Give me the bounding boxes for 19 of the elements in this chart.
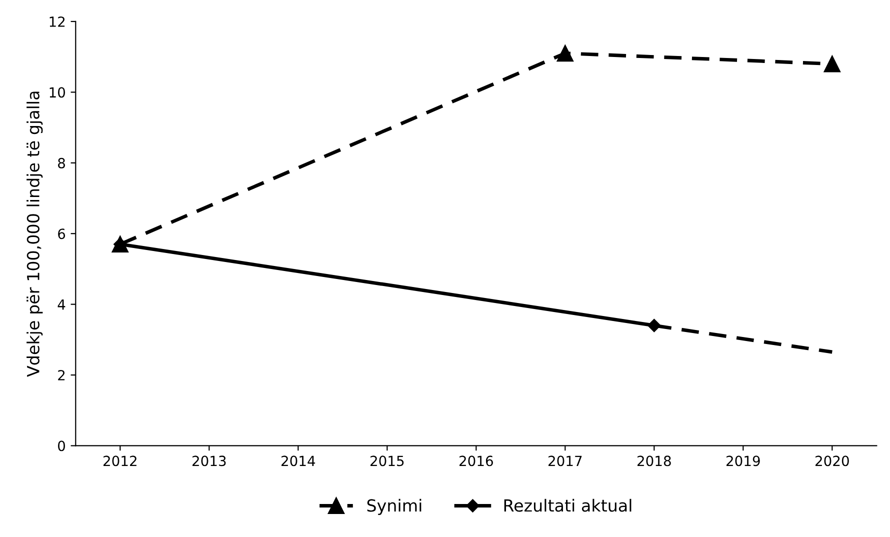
- y-tick-label: 2: [58, 370, 65, 380]
- x-tick-label: 2018: [637, 456, 671, 466]
- x-tick-label: 2013: [192, 456, 226, 466]
- y-axis-title: Vdekje për 100,000 lindje të gjalla: [26, 92, 43, 377]
- x-tick-label: 2019: [726, 456, 760, 466]
- x-tick-label: 2020: [815, 456, 849, 466]
- x-tick-label: 2014: [281, 456, 316, 466]
- legend-label: Synimi: [367, 498, 422, 516]
- legend-label: Rezultati aktual: [504, 498, 632, 512]
- y-tick-label: 8: [58, 158, 65, 168]
- x-tick-label: 2012: [103, 456, 136, 466]
- y-tick-label: 6: [58, 228, 66, 240]
- x-tick-label: 2017: [548, 456, 582, 466]
- x-tick-label: 2015: [370, 456, 404, 466]
- y-tick-label: 10: [50, 87, 66, 98]
- y-tick-label: 0: [58, 440, 66, 452]
- x-tick-label: 2016: [459, 456, 493, 466]
- y-tick-label: 4: [58, 299, 66, 310]
- y-tick-label: 12: [50, 16, 65, 27]
